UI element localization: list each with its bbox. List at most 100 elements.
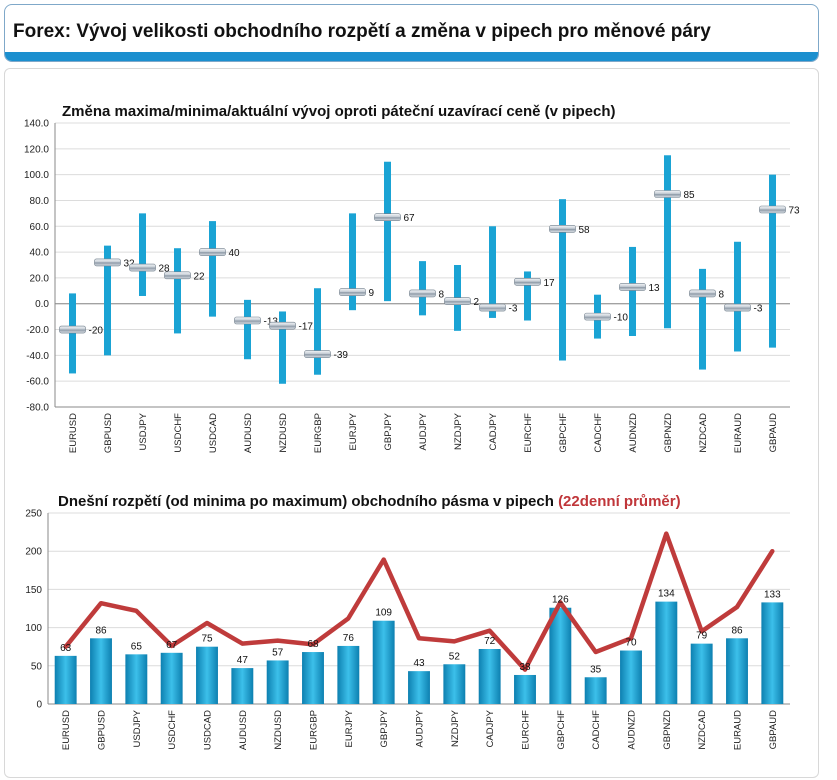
chart2-value-label: 43 bbox=[413, 658, 425, 669]
chart2-bar bbox=[761, 602, 784, 704]
header-accent-bar bbox=[5, 52, 818, 61]
chart2-category-label: NZDUSD bbox=[273, 710, 284, 750]
chart1-category-label: GBPJPY bbox=[383, 412, 394, 450]
chart2-bar bbox=[620, 650, 642, 704]
chart2-value-label: 67 bbox=[166, 640, 178, 651]
chart2-bar bbox=[584, 677, 607, 704]
chart2-value-label: 72 bbox=[484, 636, 496, 647]
chart2-value-label: 47 bbox=[237, 655, 249, 666]
chart1-y-tick-label: 40.0 bbox=[30, 248, 50, 259]
chart2-bar bbox=[160, 652, 183, 704]
chart2-title: Dnešní rozpětí (od minima po maximum) ob… bbox=[58, 493, 681, 510]
chart1-category-label: AUDNZD bbox=[628, 413, 639, 453]
chart1-range-bar bbox=[314, 288, 321, 375]
chart2-bar bbox=[549, 607, 572, 704]
chart2-bar bbox=[302, 652, 324, 704]
chart1-title: Změna maxima/minima/aktuální vývoj oprot… bbox=[62, 103, 616, 120]
chart1-value-label: 58 bbox=[579, 225, 591, 236]
chart2-category-label: AUDNZD bbox=[627, 710, 638, 750]
chart2-value-label: 52 bbox=[449, 651, 461, 662]
chart2-value-label: 68 bbox=[307, 639, 319, 650]
chart1-value-label: 85 bbox=[684, 190, 696, 201]
chart2-category-label: EURAUD bbox=[733, 710, 744, 750]
chart2-category-label: GBPNZD bbox=[662, 710, 673, 750]
chart1-category-label: AUDJPY bbox=[418, 412, 429, 450]
chart2-y-tick-label: 50 bbox=[31, 661, 43, 672]
chart1-range-bar bbox=[419, 261, 426, 316]
chart1-current-marker bbox=[409, 289, 436, 298]
chart2-average-line bbox=[63, 531, 775, 672]
chart2-category-label: GBPJPY bbox=[379, 709, 390, 747]
chart1-current-marker bbox=[339, 288, 366, 296]
chart1-range-bar bbox=[524, 271, 531, 321]
chart2-category-label: EURJPY bbox=[344, 709, 355, 747]
chart1-category-label: EURUSD bbox=[68, 413, 79, 453]
chart2-value-label: 65 bbox=[131, 641, 143, 652]
chart1-y-tick-label: -80.0 bbox=[26, 403, 49, 414]
chart1-current-marker bbox=[164, 271, 191, 280]
chart1-category-label: NZDUSD bbox=[278, 413, 289, 453]
chart1-current-marker bbox=[444, 297, 471, 305]
chart1-category-label: EURCHF bbox=[523, 413, 534, 453]
chart2-value-label: 79 bbox=[696, 631, 708, 642]
chart2-category-label: EURCHF bbox=[521, 710, 532, 750]
chart2-category-label: EURGBP bbox=[309, 710, 320, 750]
chart2-bar bbox=[690, 643, 713, 704]
chart2-value-label: 63 bbox=[60, 643, 72, 654]
chart1-value-label: 17 bbox=[544, 278, 556, 289]
chart1-category-label: GBPAUD bbox=[768, 413, 779, 453]
chart1-current-marker bbox=[724, 303, 751, 312]
chart2-bar bbox=[266, 660, 289, 704]
chart1-category-label: CADCHF bbox=[593, 413, 604, 453]
chart2-y-tick-label: 0 bbox=[36, 700, 42, 711]
chart1-value-label: 40 bbox=[229, 248, 241, 259]
chart2-value-label: 134 bbox=[658, 589, 675, 600]
chart1-value-label: -17 bbox=[299, 322, 314, 333]
chart2-category-label: CADCHF bbox=[591, 710, 602, 750]
chart1-category-label: NZDCAD bbox=[698, 413, 709, 453]
chart1-current-marker bbox=[304, 350, 331, 358]
chart1-category-label: GBPCHF bbox=[558, 413, 569, 453]
chart1-current-marker bbox=[759, 205, 786, 214]
chart1-range-bar bbox=[279, 311, 286, 384]
chart1-range-bar bbox=[69, 293, 76, 374]
chart2-category-label: USDJPY bbox=[132, 709, 143, 747]
chart2-category-label: NZDCAD bbox=[697, 710, 708, 750]
chart2-bar bbox=[408, 671, 430, 704]
chart1-current-marker bbox=[59, 325, 86, 334]
chart2-category-label: AUDUSD bbox=[238, 710, 249, 750]
chart1-value-label: 28 bbox=[159, 264, 171, 275]
chart2-category-label: GBPAUD bbox=[768, 710, 779, 750]
chart2-y-tick-label: 200 bbox=[25, 547, 42, 558]
chart1-value-label: -39 bbox=[334, 350, 349, 361]
chart1-y-tick-label: 100.0 bbox=[24, 170, 49, 181]
chart2-value-label: 86 bbox=[731, 625, 743, 636]
chart1-value-label: -10 bbox=[614, 313, 629, 324]
chart1-current-marker bbox=[234, 316, 261, 325]
chart2-category-label: USDCHF bbox=[167, 710, 178, 750]
chart1-value-label: 9 bbox=[369, 288, 375, 299]
chart1-current-marker bbox=[374, 213, 401, 222]
chart1-y-tick-label: 80.0 bbox=[30, 196, 50, 207]
chart2-bar bbox=[90, 638, 112, 704]
chart2-value-label: 86 bbox=[95, 625, 107, 636]
chart1-category-label: CADJPY bbox=[488, 412, 499, 450]
chart2-title-highlight: (22denní průměr) bbox=[558, 493, 681, 510]
chart1-y-tick-label: 140.0 bbox=[24, 119, 49, 130]
chart2-bar bbox=[125, 654, 148, 704]
chart2-value-label: 35 bbox=[590, 664, 602, 675]
chart2-bar bbox=[478, 648, 501, 704]
chart1-current-marker bbox=[689, 289, 716, 298]
chart1-range-bar bbox=[209, 221, 216, 317]
chart1-range-bar bbox=[734, 241, 741, 352]
chart2-y-tick-label: 150 bbox=[25, 585, 42, 596]
chart1-category-label: EURGBP bbox=[313, 413, 324, 453]
chart2-value-label: 57 bbox=[272, 647, 284, 658]
chart2-value-label: 109 bbox=[375, 608, 392, 619]
chart1-current-marker bbox=[584, 312, 611, 321]
chart1-y-tick-label: -20.0 bbox=[26, 325, 49, 336]
chart1-y-tick-label: -60.0 bbox=[26, 377, 49, 388]
chart1-y-tick-label: -40.0 bbox=[26, 351, 49, 362]
chart1-category-label: NZDJPY bbox=[453, 412, 464, 450]
chart2-value-label: 133 bbox=[764, 589, 781, 600]
